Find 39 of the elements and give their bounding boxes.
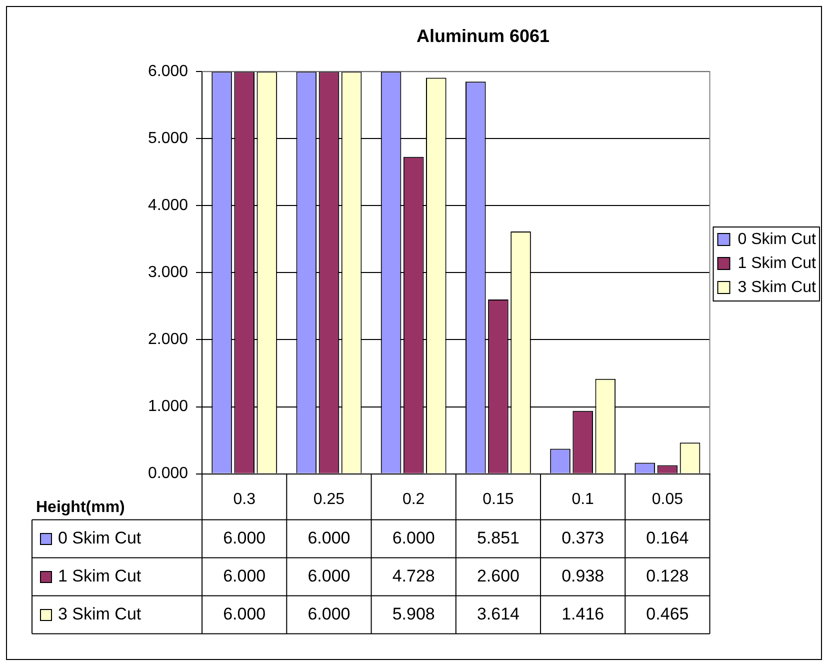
y-tick-label: 0.000 <box>148 465 188 482</box>
text: 1 Skim Cut <box>58 566 142 586</box>
data-label: 6.000 <box>223 528 266 548</box>
y-tick-label: 6.000 <box>148 63 188 80</box>
data-label: 4.728 <box>392 566 435 586</box>
data-label: 0.373 <box>562 528 604 548</box>
data-label: 6.000 <box>308 566 350 586</box>
data-label: 0.938 <box>562 566 604 586</box>
x-axis-title: Height(mm) <box>36 499 125 516</box>
data-label: 0.465 <box>646 604 689 624</box>
data-label: 1.416 <box>562 604 604 624</box>
data-label: 2.600 <box>476 566 520 586</box>
y-tick-label: 5.000 <box>148 130 188 148</box>
x-tick-label: 0.3 <box>233 490 256 508</box>
x-tick-label: 0.15 <box>482 490 514 508</box>
text: 0 Skim Cut <box>58 528 142 548</box>
y-tick-label: 4.000 <box>148 197 188 214</box>
chart-title: Aluminum 6061 <box>416 26 550 46</box>
data-label: 6.000 <box>392 528 435 548</box>
x-tick-label: 0.25 <box>313 490 345 508</box>
data-label: 3.614 <box>476 604 520 624</box>
legend-label: 1 Skim Cut <box>738 254 817 272</box>
text: 3 Skim Cut <box>58 604 142 624</box>
legend-label: 3 Skim Cut <box>738 278 817 296</box>
data-label: 6.000 <box>223 604 266 624</box>
data-label: 6.000 <box>223 566 266 586</box>
y-tick-label: 2.000 <box>148 331 188 348</box>
data-label: 0.164 <box>646 528 689 548</box>
data-label: 6.000 <box>308 528 350 548</box>
data-label: 5.908 <box>392 604 435 624</box>
x-tick-label: 0.1 <box>572 490 594 508</box>
data-label: 0.128 <box>646 566 689 586</box>
legend-label: 0 Skim Cut <box>738 230 817 248</box>
data-label: 5.851 <box>476 528 520 548</box>
x-tick-label: 0.05 <box>652 490 684 508</box>
data-label: 6.000 <box>308 604 350 624</box>
x-tick-label: 0.2 <box>402 490 425 508</box>
y-tick-label: 1.000 <box>148 398 188 416</box>
y-tick-label: 3.000 <box>148 264 188 282</box>
